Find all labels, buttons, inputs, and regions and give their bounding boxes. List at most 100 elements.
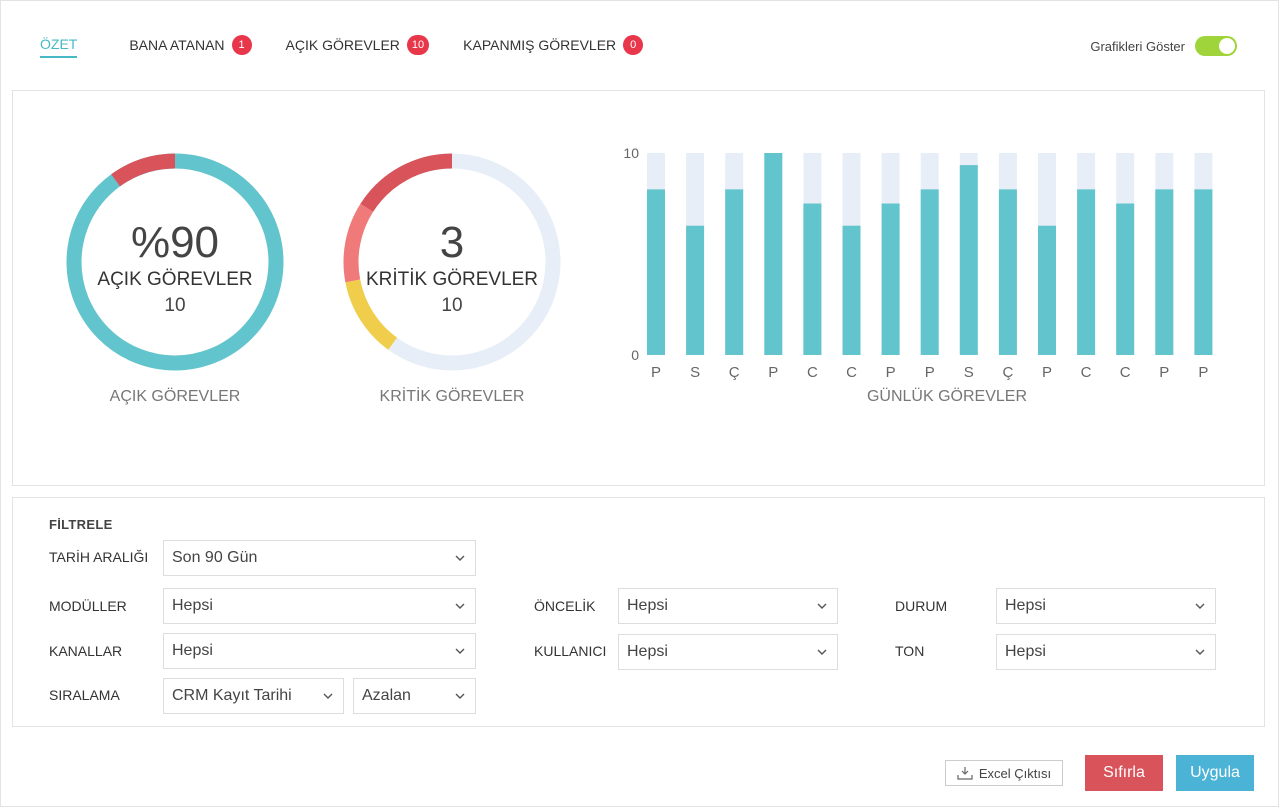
open-tasks-percent: %90 [130, 218, 220, 267]
user-select[interactable]: Hepsi [618, 634, 838, 670]
critical-tasks-caption: KRİTİK GÖREVLER [379, 388, 525, 405]
tab-label: ÖZET [40, 36, 78, 52]
excel-export-label: Excel Çıktısı [978, 765, 1052, 781]
bar[interactable] [647, 189, 665, 355]
chevron-down-icon [817, 603, 827, 609]
open-tasks-caption: AÇIK GÖREVLER [109, 388, 241, 405]
count-badge: 10 [406, 35, 430, 55]
critical-tasks-count: 10 [441, 295, 463, 316]
x-tick-label: C [1081, 364, 1092, 381]
priority-label: ÖNCELİK [534, 598, 596, 614]
x-tick-label: P [768, 364, 778, 381]
sort-order-select[interactable]: Azalan [353, 678, 476, 714]
count-badge: 0 [623, 35, 644, 55]
select-value: CRM Kayıt Tarihi [172, 687, 292, 704]
critical-segment-0 [360, 153, 453, 213]
select-value: Hepsi [1005, 643, 1046, 660]
status-label: DURUM [895, 598, 948, 614]
x-tick-label: C [807, 364, 818, 381]
select-value: Hepsi [172, 642, 213, 659]
tab-acik-gorevler[interactable]: AÇIK GÖREVLER 10 [286, 34, 430, 56]
reset-button[interactable]: Sıfırla [1085, 755, 1163, 791]
bar[interactable] [803, 203, 822, 356]
modules-label: MODÜLLER [49, 598, 127, 614]
y-tick-label: 10 [623, 145, 639, 161]
chevron-down-icon [817, 649, 827, 655]
status-select[interactable]: Hepsi [996, 588, 1216, 624]
bar[interactable] [725, 189, 744, 355]
chevron-down-icon [1195, 649, 1205, 655]
user-label: KULLANICI [534, 643, 607, 659]
critical-tasks-ring [343, 153, 561, 371]
x-tick-label: P [925, 364, 935, 381]
critical-segment-2 [345, 279, 398, 350]
tone-select[interactable]: Hepsi [996, 634, 1216, 670]
chevron-down-icon [323, 693, 333, 699]
excel-export-button[interactable]: Excel Çıktısı [945, 760, 1063, 786]
open-tasks-count: 10 [164, 295, 186, 316]
x-tick-label: S [690, 364, 700, 381]
select-value: Son 90 Gün [172, 549, 258, 566]
critical-tasks-label: KRİTİK GÖREVLER [365, 269, 539, 290]
x-tick-label: P [1159, 364, 1169, 381]
apply-button[interactable]: Uygula [1176, 755, 1254, 791]
x-tick-label: C [846, 364, 857, 381]
bar[interactable] [764, 153, 783, 355]
show-charts-toggle-wrap: Grafikleri Göster [1090, 36, 1237, 56]
channels-select[interactable]: Hepsi [163, 633, 476, 669]
sorting-label: SIRALAMA [49, 687, 120, 703]
critical-tasks-donut: 3 KRİTİK GÖREVLER 10 [342, 152, 562, 372]
bar[interactable] [998, 189, 1017, 355]
bar[interactable] [959, 165, 978, 355]
daily-tasks-caption: GÜNLÜK GÖREVLER [866, 388, 1028, 405]
tab-label: KAPANMIŞ GÖREVLER [463, 37, 617, 53]
open-tasks-center: %90 AÇIK GÖREVLER 10 [65, 218, 285, 320]
bar[interactable] [686, 225, 705, 355]
x-tick-label: Ç [1002, 364, 1013, 381]
open-tasks-label: AÇIK GÖREVLER [97, 269, 253, 290]
select-value: Hepsi [172, 597, 213, 614]
chevron-down-icon [455, 648, 465, 654]
ring-rest [111, 153, 176, 187]
x-tick-label: P [651, 364, 661, 381]
channels-label: KANALLAR [49, 643, 123, 659]
modules-select[interactable]: Hepsi [163, 588, 476, 624]
open-tasks-donut: %90 AÇIK GÖREVLER 10 [65, 152, 285, 372]
select-value: Hepsi [627, 643, 668, 660]
select-value: Hepsi [627, 597, 668, 614]
filter-panel: FİLTRELE TARİH ARALIĞI Son 90 Gün MODÜLL… [12, 497, 1265, 727]
toggle-label: Grafikleri Göster [1090, 38, 1185, 54]
charts-panel: %90 AÇIK GÖREVLER 10 AÇIK GÖREVLER 3 KRİ… [12, 90, 1265, 486]
critical-segment-1 [343, 203, 374, 283]
open-tasks-ring [66, 153, 284, 371]
select-value: Hepsi [1005, 597, 1046, 614]
date-range-label: TARİH ARALIĞI [49, 549, 149, 565]
date-range-select[interactable]: Son 90 Gün [163, 540, 476, 576]
tab-label: AÇIK GÖREVLER [285, 37, 400, 53]
tab-bar: ÖZET BANA ATANAN 1 AÇIK GÖREVLER 10 KAPA… [40, 34, 677, 60]
tab-kapanmis-gorevler[interactable]: KAPANMIŞ GÖREVLER 0 [463, 34, 644, 56]
x-tick-label: S [964, 364, 974, 381]
chevron-down-icon [455, 693, 465, 699]
bar[interactable] [881, 203, 900, 356]
bar[interactable] [1194, 189, 1213, 355]
critical-tasks-value: 3 [439, 218, 465, 267]
show-charts-toggle[interactable] [1195, 36, 1237, 56]
tab-bana-atanan[interactable]: BANA ATANAN 1 [129, 34, 252, 56]
bar[interactable] [920, 189, 939, 355]
bar[interactable] [1038, 225, 1056, 355]
x-tick-label: C [1120, 364, 1131, 381]
bar[interactable] [1077, 189, 1096, 355]
sorting-select[interactable]: CRM Kayıt Tarihi [163, 678, 344, 714]
filter-title: FİLTRELE [49, 517, 113, 532]
priority-select[interactable]: Hepsi [618, 588, 838, 624]
bar[interactable] [1116, 203, 1135, 356]
x-tick-label: P [1198, 364, 1208, 381]
x-tick-label: Ç [729, 364, 740, 381]
toggle-knob [1219, 38, 1235, 54]
bar[interactable] [1155, 189, 1174, 355]
tab-ozet[interactable]: ÖZET [40, 34, 78, 58]
x-tick-label: P [886, 364, 896, 381]
bar[interactable] [842, 225, 861, 355]
